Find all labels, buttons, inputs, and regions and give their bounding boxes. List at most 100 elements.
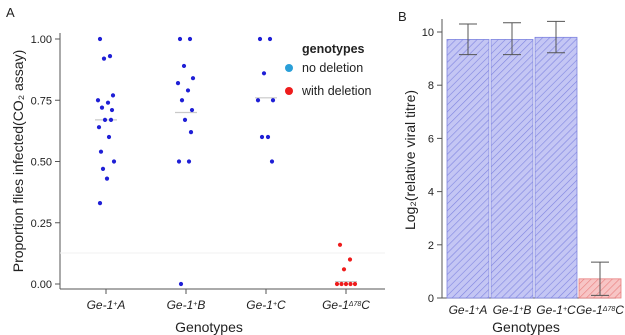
panel-a-y-ticks: 0.00 0.25 0.50 0.75 1.00 (31, 34, 60, 291)
y-tick-label: 8 (428, 80, 434, 92)
data-point (176, 159, 182, 164)
data-point (105, 100, 111, 105)
y-tick-label: 6 (428, 133, 434, 145)
x-tick-label-suffix: A (478, 303, 487, 317)
data-point (265, 134, 271, 140)
x-tick-label-sup: Δ78 (602, 306, 616, 313)
data-point (182, 117, 188, 122)
panel-a-x-label: Genotypes (175, 319, 243, 335)
x-tick-label-suffix: B (197, 298, 205, 312)
legend-marker-with-deletion (285, 87, 293, 95)
data-point (259, 134, 265, 140)
data-point (95, 98, 101, 103)
y-tick-label: 2 (428, 240, 434, 252)
x-tick-label: Ge-1+C (246, 298, 286, 312)
data-point (175, 81, 181, 86)
x-tick-label: Ge-1+C (536, 303, 576, 317)
data-point (270, 98, 276, 103)
data-point (107, 54, 113, 59)
data-point (186, 159, 192, 164)
x-tick-label-suffix: C (567, 303, 576, 317)
legend-marker-no-deletion (285, 64, 293, 72)
data-point (185, 88, 191, 93)
panel-a-points (95, 36, 358, 287)
panel-a-y-label: Proportion flies infected(CO₂ assay) (10, 50, 26, 273)
data-point (106, 134, 112, 140)
data-point (102, 117, 108, 122)
data-point (181, 63, 187, 69)
x-tick-label-sup: + (563, 306, 567, 313)
data-point (100, 166, 106, 171)
data-point (109, 107, 115, 113)
data-point (177, 36, 183, 42)
bar (490, 39, 534, 299)
y-tick-label: 0.75 (31, 95, 52, 107)
data-point (337, 242, 343, 247)
data-point (339, 281, 344, 287)
data-point (343, 281, 349, 287)
data-point (104, 176, 110, 181)
data-point (190, 76, 196, 81)
panel-a-scatter: A 0.000.250.500.751.00 Ge-1+A Ge-1+B Ge-1+… (6, 5, 385, 335)
data-point (97, 201, 103, 206)
y-tick-label: 0 (428, 293, 434, 305)
y-tick-label: 4 (428, 187, 434, 199)
x-tick-label-sup: + (475, 306, 479, 313)
data-point (188, 130, 194, 135)
legend-label-no-deletion: no deletion (302, 61, 363, 75)
x-tick-label-suffix: A (116, 298, 125, 312)
data-point (261, 71, 267, 76)
y-tick-label: 10 (422, 27, 434, 39)
data-point (255, 98, 261, 103)
data-point (347, 257, 353, 262)
x-tick-label-base: Ge-1 (576, 303, 603, 317)
legend-title: genotypes (302, 42, 365, 56)
x-tick-label-base: Ge-1 (87, 298, 114, 312)
panel-b-y-label: Log₂(relative viral titre) (402, 90, 418, 230)
x-tick-label-sup: + (519, 306, 523, 313)
x-tick-label: Ge-1Δ78C (576, 303, 624, 317)
x-tick-label-base: Ge-1 (246, 298, 273, 312)
panel-b-x-label: Genotypes (492, 319, 560, 335)
x-tick-label-suffix: B (523, 303, 531, 317)
x-tick-label-sup: + (113, 301, 117, 308)
data-point (99, 105, 105, 110)
legend-label-with-deletion: with deletion (301, 84, 372, 98)
x-tick-label: Ge-1+A (87, 298, 126, 312)
data-point (269, 159, 275, 164)
panel-a-x-ticks: Ge-1+A Ge-1+B Ge-1+C Ge-1Δ78C (87, 289, 370, 312)
x-tick-label-base: Ge-1 (322, 298, 349, 312)
panel-a-label: A (6, 5, 15, 20)
y-tick-label: 0.25 (31, 218, 52, 230)
data-point (267, 36, 273, 42)
x-tick-label-base: Ge-1 (167, 298, 194, 312)
bar (534, 36, 578, 299)
legend: genotypes no deletion with deletion (285, 42, 372, 98)
data-point (178, 281, 184, 287)
x-tick-label: Ge-1Δ78C (322, 298, 370, 312)
x-tick-label-suffix: C (277, 298, 286, 312)
x-tick-label-base: Ge-1 (449, 303, 476, 317)
x-tick-label: Ge-1+A (449, 303, 488, 317)
x-tick-label: Ge-1+B (167, 298, 206, 312)
panel-b-label: B (398, 9, 407, 24)
x-tick-label-suffix: C (615, 303, 624, 317)
data-point (97, 36, 103, 42)
x-tick-label-sup: + (193, 301, 197, 308)
data-point (110, 93, 116, 98)
data-point (111, 159, 117, 164)
data-point (348, 281, 353, 287)
data-point (101, 56, 107, 61)
x-tick-label-sup: + (273, 301, 277, 308)
panel-b-x-ticks: Ge-1+A Ge-1+B Ge-1+C Ge-1Δ78C (449, 303, 625, 317)
data-point (341, 267, 347, 272)
data-point (187, 36, 193, 42)
bar (446, 39, 490, 299)
data-point (352, 281, 358, 287)
x-tick-label-sup: Δ78 (348, 301, 362, 308)
panel-a-medians (95, 97, 357, 283)
y-tick-label: 1.00 (31, 34, 52, 46)
data-point (189, 107, 195, 113)
